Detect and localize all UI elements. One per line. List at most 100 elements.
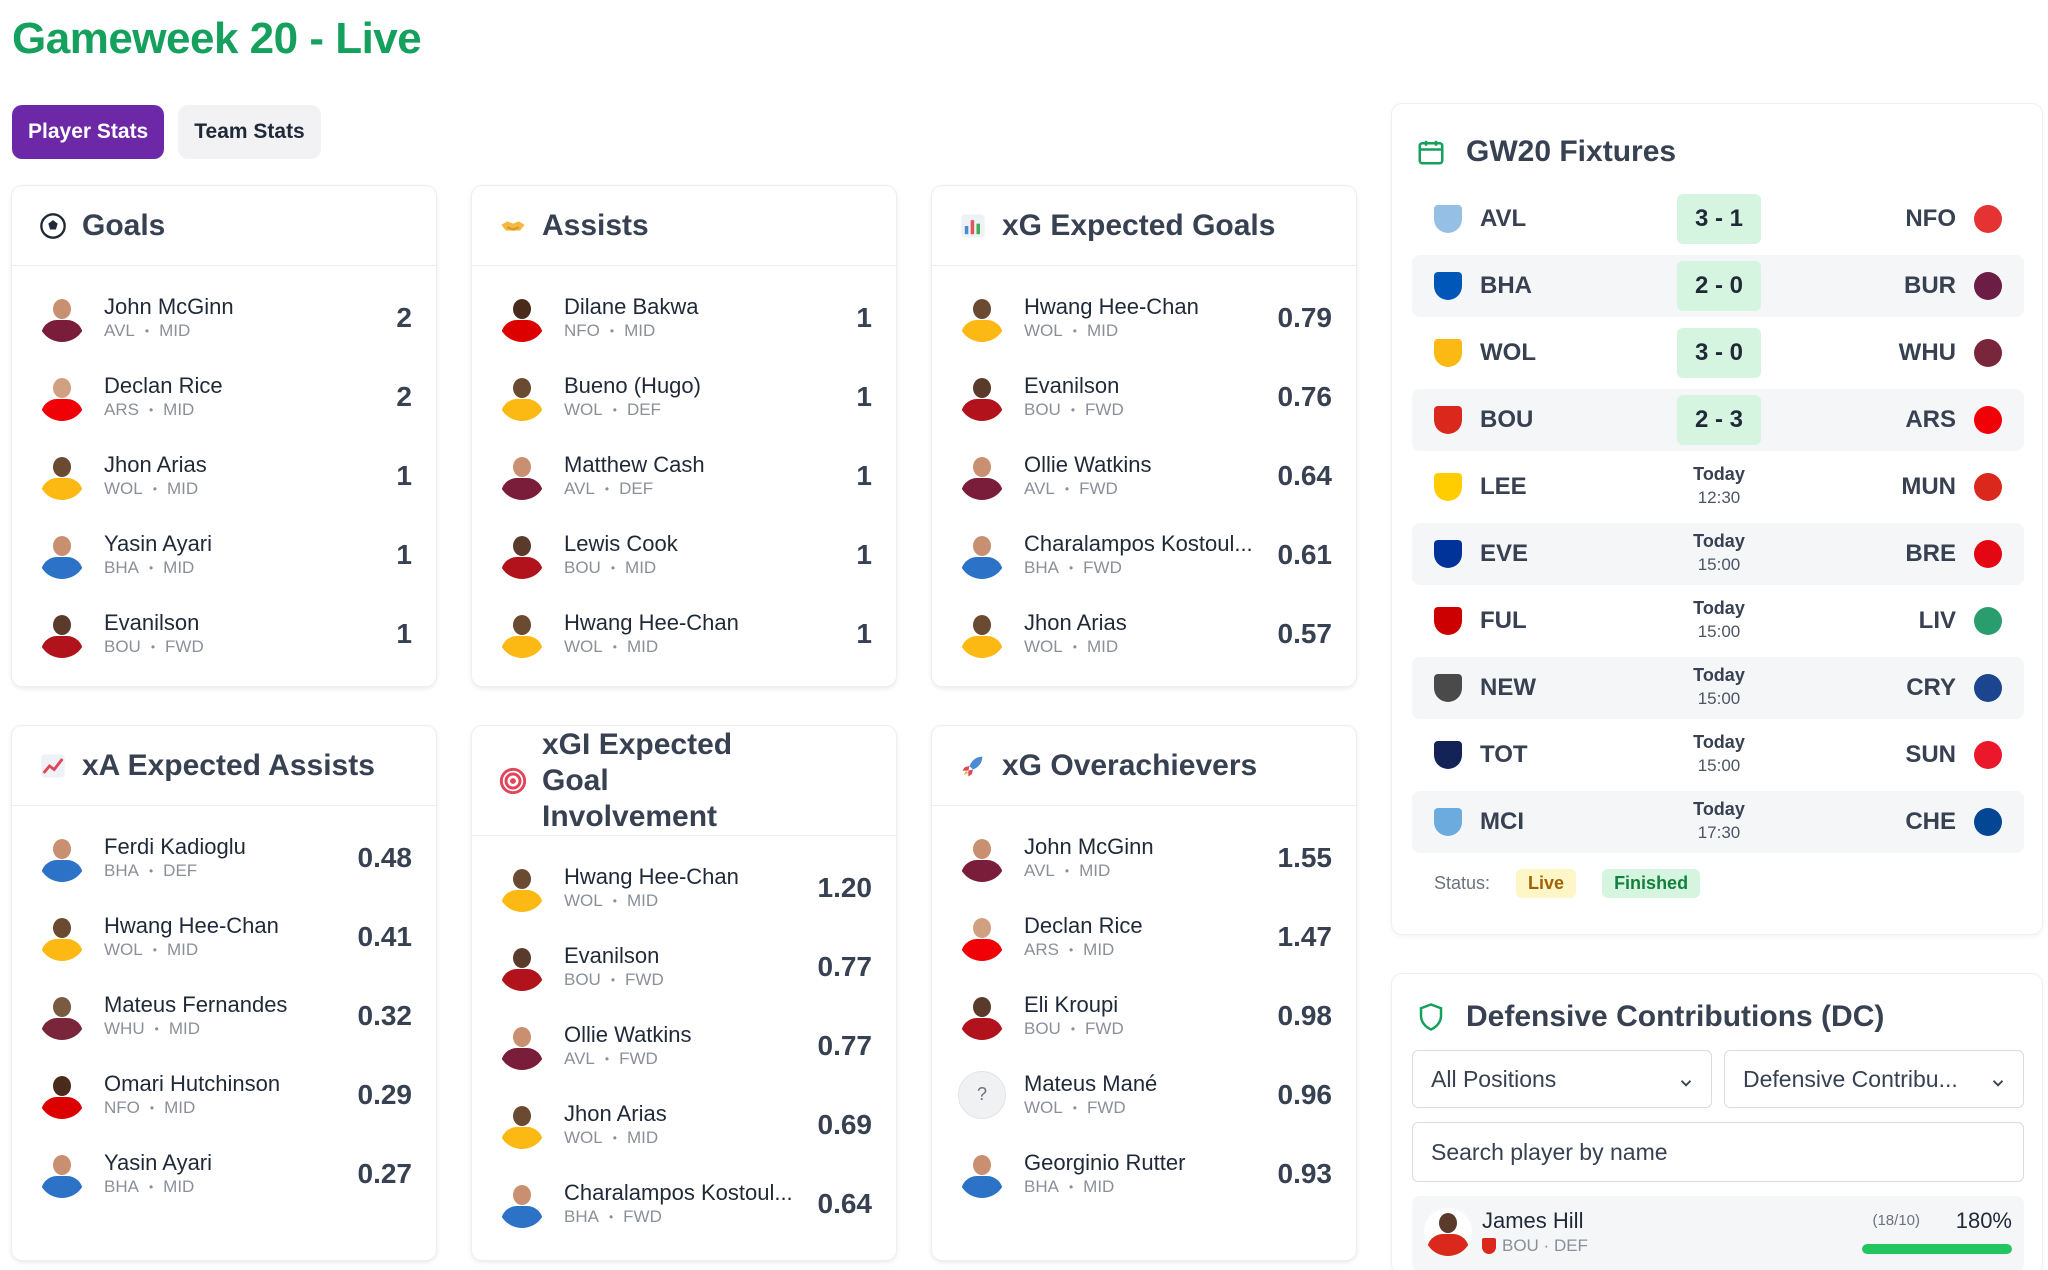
away-team-code: LIV (1918, 607, 1956, 634)
fixture-row[interactable]: BOU 2 - 3 ARS (1412, 389, 2024, 451)
player-position: MID (625, 558, 657, 577)
player-team: WOL (104, 940, 143, 959)
home-crest-icon (1434, 741, 1462, 769)
player-row[interactable]: Dilane Bakwa NFO • MID 1 (472, 278, 896, 357)
handshake-icon (498, 211, 528, 241)
tab-player-stats[interactable]: Player Stats (12, 105, 165, 159)
fixture-row[interactable]: FUL Today 15:00 LIV (1412, 590, 2024, 652)
card-title: xGI Expected Goal Involvement (542, 727, 733, 833)
player-meta: NFO • MID (564, 320, 846, 342)
dc-title: Defensive Contributions (DC) (1466, 1000, 1885, 1033)
player-row[interactable]: Charalampos Kostoul... BHA • FWD 0.61 (932, 515, 1356, 594)
separator-dot: • (144, 324, 150, 338)
player-row[interactable]: Jhon Arias WOL • MID 0.57 (932, 594, 1356, 673)
fixture-row[interactable]: BHA 2 - 0 BUR (1412, 255, 2024, 317)
player-row[interactable]: Mateus Fernandes WHU • MID 0.32 (12, 976, 436, 1055)
player-name: Eli Kroupi (1024, 992, 1119, 1017)
separator-dot: • (609, 324, 615, 338)
fixture-row[interactable]: WOL 3 - 0 WHU (1412, 322, 2024, 384)
separator-dot: • (612, 640, 617, 654)
fixture-row[interactable]: LEE Today 12:30 MUN (1412, 456, 2024, 518)
player-row[interactable]: Hwang Hee-Chan WOL • MID 1 (472, 594, 896, 673)
away-team: CRY (1906, 674, 2002, 702)
tab-team-stats[interactable]: Team Stats (178, 105, 321, 159)
player-row[interactable]: Bueno (Hugo) WOL • DEF 1 (472, 357, 896, 436)
player-row[interactable]: Georginio Rutter BHA • MID 0.93 (932, 1134, 1356, 1213)
player-info: John McGinn AVL • MID (1024, 833, 1268, 882)
defensive-contributions-panel: Defensive Contributions (DC) All Positio… (1392, 974, 2042, 1270)
player-row[interactable]: Ollie Watkins AVL • FWD 0.77 (472, 1006, 896, 1085)
player-team: BHA (1024, 1177, 1059, 1196)
player-row[interactable]: Jhon Arias WOL • MID 1 (12, 436, 436, 515)
player-list: John McGinn AVL • MID 1.55 Declan Rice ARS • MID… (932, 806, 1356, 1225)
player-position: FWD (623, 1207, 662, 1226)
player-row[interactable]: Evanilson BOU • FWD 1 (12, 594, 436, 673)
card-header: xG Expected Goals (932, 186, 1356, 266)
metric-select-value: Defensive Contribu... (1743, 1065, 1958, 1092)
player-search-input[interactable] (1412, 1122, 2024, 1182)
player-row[interactable]: Evanilson BOU • FWD 0.77 (472, 927, 896, 1006)
player-team: WOL (564, 637, 603, 656)
position-select[interactable]: All Positions (1412, 1050, 1712, 1108)
player-avatar (498, 863, 546, 912)
player-row[interactable]: Hwang Hee-Chan WOL • MID 1.20 (472, 848, 896, 927)
player-row[interactable]: Ferdi Kadioglu BHA • DEF 0.48 (12, 818, 436, 897)
player-name: Declan Rice (104, 373, 223, 398)
stat-value: 0.77 (817, 1029, 873, 1061)
player-row[interactable]: Omari Hutchinson NFO • MID 0.29 (12, 1055, 436, 1134)
fixture-row[interactable]: NEW Today 15:00 CRY (1412, 657, 2024, 719)
player-team: AVL (564, 479, 595, 498)
player-row[interactable]: Hwang Hee-Chan WOL • MID 0.41 (12, 897, 436, 976)
away-team: MUN (1901, 473, 2002, 501)
fixture-row[interactable]: AVL 3 - 1 NFO (1412, 188, 2024, 250)
player-row[interactable]: Evanilson BOU • FWD 0.76 (932, 357, 1356, 436)
separator-dot: • (604, 1052, 610, 1066)
player-row[interactable]: Lewis Cook BOU • MID 1 (472, 515, 896, 594)
player-row[interactable]: John McGinn AVL • MID 1.55 (932, 818, 1356, 897)
player-row[interactable]: Ollie Watkins AVL • FWD 0.64 (932, 436, 1356, 515)
player-avatar (38, 451, 86, 500)
stat-value: 0.61 (1277, 538, 1333, 570)
player-row[interactable]: Eli Kroupi BOU • FWD 0.98 (932, 976, 1356, 1055)
player-row[interactable]: Yasin Ayari BHA • MID 1 (12, 515, 436, 594)
player-avatar-placeholder: ? (958, 1070, 1006, 1119)
player-info: Charalampos Kostoul... BHA • FWD (1024, 530, 1268, 579)
away-team: ARS (1905, 406, 2002, 434)
player-row[interactable]: ? Mateus Mané WOL • FWD 0.96 (932, 1055, 1356, 1134)
stat-value: 1 (856, 617, 872, 649)
fixture-row[interactable]: MCI Today 17:30 CHE (1412, 791, 2024, 853)
player-avatar (498, 1021, 546, 1070)
home-team: BOU (1434, 406, 1533, 434)
home-crest-icon (1434, 473, 1462, 501)
player-row[interactable]: John McGinn AVL • MID 2 (12, 278, 436, 357)
player-avatar (498, 530, 546, 579)
fixtures-panel: GW20 Fixtures AVL 3 - 1 NFO BHA 2 - 0 BUR WOL 3… (1392, 104, 2042, 934)
player-avatar (498, 1100, 546, 1149)
player-row[interactable]: Declan Rice ARS • MID 2 (12, 357, 436, 436)
player-name: Jhon Arias (104, 452, 207, 477)
player-row[interactable]: Hwang Hee-Chan WOL • MID 0.79 (932, 278, 1356, 357)
player-meta: WOL • MID (564, 890, 808, 912)
dc-player-row[interactable]: James Hill BOU · DEF (18/10) 180% (1412, 1196, 2024, 1270)
player-row[interactable]: Charalampos Kostoul... BHA • FWD 0.64 (472, 1164, 896, 1243)
player-row[interactable]: Declan Rice ARS • MID 1.47 (932, 897, 1356, 976)
bar-chart-icon (958, 211, 988, 241)
rocket-icon (958, 751, 988, 781)
stat-value: 1 (856, 538, 872, 570)
player-row[interactable]: Yasin Ayari BHA • MID 0.27 (12, 1134, 436, 1213)
avatar-placeholder-text: ? (976, 1084, 987, 1104)
player-meta: ARS • MID (1024, 939, 1268, 961)
player-name: Mateus Mané (1024, 1071, 1158, 1096)
home-team: TOT (1434, 741, 1528, 769)
player-row[interactable]: Matthew Cash AVL • DEF 1 (472, 436, 896, 515)
fixture-row[interactable]: EVE Today 15:00 BRE (1412, 523, 2024, 585)
metric-select[interactable]: Defensive Contribu... (1724, 1050, 2024, 1108)
stat-value: 0.69 (817, 1108, 873, 1140)
player-row[interactable]: Jhon Arias WOL • MID 0.69 (472, 1085, 896, 1164)
fixture-row[interactable]: TOT Today 15:00 SUN (1412, 724, 2024, 786)
fixture-score: 3 - 1 (1677, 194, 1761, 244)
player-position: MID (164, 1098, 196, 1117)
separator-dot: • (612, 894, 617, 908)
player-name: Evanilson (104, 610, 200, 635)
player-meta: WOL • MID (564, 636, 846, 658)
